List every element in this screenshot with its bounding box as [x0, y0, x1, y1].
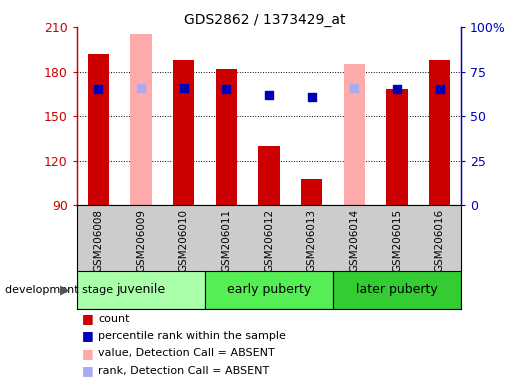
Text: early puberty: early puberty	[227, 283, 311, 296]
Point	[350, 84, 359, 91]
Text: GSM206008: GSM206008	[93, 209, 103, 272]
Text: count: count	[98, 314, 129, 324]
Text: value, Detection Call = ABSENT: value, Detection Call = ABSENT	[98, 348, 275, 358]
Point	[393, 86, 401, 93]
Bar	[386, 89, 408, 205]
Text: GSM206013: GSM206013	[307, 209, 316, 272]
Bar	[77, 271, 205, 309]
Text: ■: ■	[82, 347, 94, 360]
Text: ■: ■	[82, 364, 94, 377]
Bar	[205, 271, 333, 309]
Bar	[333, 271, 461, 309]
Point	[137, 84, 145, 91]
Bar	[343, 64, 365, 205]
Text: development stage: development stage	[5, 285, 113, 295]
Bar	[87, 54, 109, 205]
Text: GSM206009: GSM206009	[136, 209, 146, 272]
Text: ■: ■	[82, 312, 94, 325]
Bar	[130, 34, 152, 205]
Point	[94, 86, 102, 93]
Bar	[258, 146, 280, 205]
Bar	[301, 179, 322, 205]
Text: rank, Detection Call = ABSENT: rank, Detection Call = ABSENT	[98, 366, 269, 376]
Text: GDS2862 / 1373429_at: GDS2862 / 1373429_at	[184, 13, 346, 27]
Text: GSM206014: GSM206014	[349, 209, 359, 272]
Bar	[173, 60, 195, 205]
Text: ■: ■	[82, 329, 94, 343]
Text: GSM206012: GSM206012	[264, 209, 274, 272]
Bar	[216, 69, 237, 205]
Text: GSM206011: GSM206011	[222, 209, 231, 272]
Point	[307, 93, 316, 99]
Text: juvenile: juvenile	[116, 283, 165, 296]
Point	[436, 86, 444, 93]
Point	[265, 92, 273, 98]
Text: percentile rank within the sample: percentile rank within the sample	[98, 331, 286, 341]
Text: later puberty: later puberty	[356, 283, 438, 296]
Bar	[429, 60, 450, 205]
Text: ▶: ▶	[60, 283, 70, 296]
Text: GSM206015: GSM206015	[392, 209, 402, 272]
Text: GSM206016: GSM206016	[435, 209, 445, 272]
Point	[179, 84, 188, 91]
Point	[222, 86, 231, 93]
Text: GSM206010: GSM206010	[179, 209, 189, 272]
